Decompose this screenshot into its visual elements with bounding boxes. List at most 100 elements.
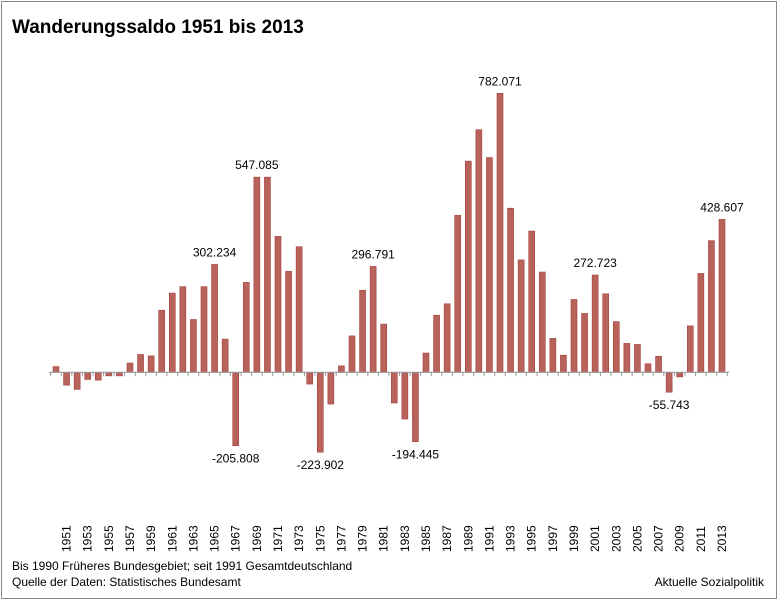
bar-1964 [200, 286, 208, 373]
bar-1968 [242, 282, 250, 373]
bar-1951 [63, 371, 70, 386]
bar-1962 [179, 286, 187, 373]
bar-1984 [412, 371, 419, 442]
bar-2010 [686, 325, 694, 373]
x-tick-label: 2005 [630, 525, 644, 552]
data-label-1975: -223.902 [297, 458, 345, 472]
bar-1998 [560, 354, 567, 373]
bar-2013 [718, 219, 726, 373]
data-label-2001: 272.723 [573, 256, 617, 270]
bar-2005 [634, 344, 641, 373]
x-tick-label: 1993 [504, 525, 518, 552]
x-tick-label: 1957 [123, 525, 137, 552]
bar-1975 [316, 371, 324, 453]
bar-1974 [306, 371, 314, 385]
x-tick-label: 1955 [102, 525, 116, 552]
bar-2009 [676, 371, 684, 378]
bar-1999 [570, 299, 578, 373]
bar-1957 [126, 362, 134, 373]
bar-1977 [338, 365, 345, 373]
bar-1976 [327, 371, 335, 405]
source-note: Quelle der Daten: Statistisches Bundesam… [12, 575, 241, 589]
bar-1993 [507, 207, 514, 373]
x-tick-label: 1963 [186, 525, 200, 552]
bar-1966 [221, 338, 229, 373]
x-tick-label: 1983 [398, 525, 412, 552]
bar-1970 [264, 176, 271, 373]
x-tick-label: 1967 [229, 525, 243, 552]
bar-1972 [285, 271, 292, 373]
bar-1994 [517, 259, 525, 373]
x-tick-label: 1959 [144, 525, 158, 552]
x-tick-label: 1991 [482, 525, 496, 552]
data-label-1980: 296.791 [351, 247, 395, 261]
x-tick-label: 1965 [208, 525, 222, 552]
x-tick-label: 1999 [567, 525, 581, 552]
bar-1987 [443, 303, 451, 373]
bar-1986 [433, 314, 440, 373]
x-tick-label: 1977 [334, 525, 348, 552]
bar-2008 [665, 371, 673, 393]
bar-1953 [84, 371, 92, 380]
bar-1952 [73, 371, 81, 390]
bar-1973 [295, 246, 303, 373]
x-tick-label: 1971 [271, 525, 285, 552]
chart-title: Wanderungssaldo 1951 bis 2013 [12, 17, 304, 38]
bar-1959 [147, 355, 155, 373]
bar-1950 [52, 366, 60, 373]
bar-2012 [708, 240, 715, 373]
data-label-1965: 302.234 [193, 245, 237, 259]
x-tick-label: 2013 [715, 525, 729, 552]
x-tick-label: 2011 [694, 526, 708, 552]
bar-2001 [591, 274, 599, 373]
bar-1980 [369, 266, 377, 373]
bar-1982 [390, 371, 398, 404]
x-tick-label: 1973 [292, 525, 306, 552]
bar-1978 [348, 335, 356, 373]
bar-1969 [253, 176, 261, 373]
bar-1979 [359, 289, 366, 373]
x-tick-label: 1987 [440, 525, 454, 552]
bar-1983 [401, 371, 409, 420]
data-label-1992: 782.071 [478, 74, 522, 88]
bar-1990 [475, 129, 483, 373]
bar-1958 [137, 354, 144, 373]
bar-1981 [380, 323, 388, 373]
bar-1989 [464, 160, 472, 373]
bar-1985 [422, 352, 430, 373]
data-label-1969: 547.085 [235, 158, 279, 172]
data-label-2008: -55.743 [649, 398, 690, 412]
bar-1988 [454, 215, 462, 373]
x-tick-label: 1951 [60, 525, 74, 552]
bar-2007 [655, 355, 662, 373]
x-tick-label: 1989 [461, 525, 475, 552]
brand-label: Aktuelle Sozialpolitik [654, 575, 764, 589]
x-tick-label: 1979 [356, 525, 370, 552]
data-label-1967: -205.808 [212, 452, 260, 466]
x-tick-label: 2007 [652, 525, 666, 552]
x-tick-label: 1961 [165, 525, 179, 552]
bar-2003 [612, 321, 620, 373]
bar-2011 [697, 273, 705, 373]
x-tick-label: 1975 [313, 525, 327, 552]
x-tick-label: 1953 [81, 525, 95, 552]
x-tick-label: 1969 [250, 525, 264, 552]
bar-2004 [623, 343, 631, 373]
bar-1971 [274, 236, 282, 373]
bar-2006 [644, 363, 652, 373]
data-label-1984: -194.445 [392, 448, 440, 462]
x-tick-label: 2001 [588, 525, 602, 552]
bar-1997 [549, 338, 557, 373]
bar-1960 [158, 309, 166, 373]
x-tick-label: 2003 [609, 525, 623, 552]
bar-1963 [190, 319, 197, 373]
bar-2002 [602, 293, 610, 373]
bar-1965 [211, 264, 218, 373]
x-tick-label: 1981 [377, 525, 391, 552]
bar-1991 [486, 157, 493, 373]
bar-1961 [168, 292, 176, 373]
footnote: Bis 1990 Früheres Bundesgebiet; seit 199… [12, 559, 353, 573]
bar-2000 [581, 313, 588, 373]
data-label-2013: 428.607 [700, 200, 744, 214]
